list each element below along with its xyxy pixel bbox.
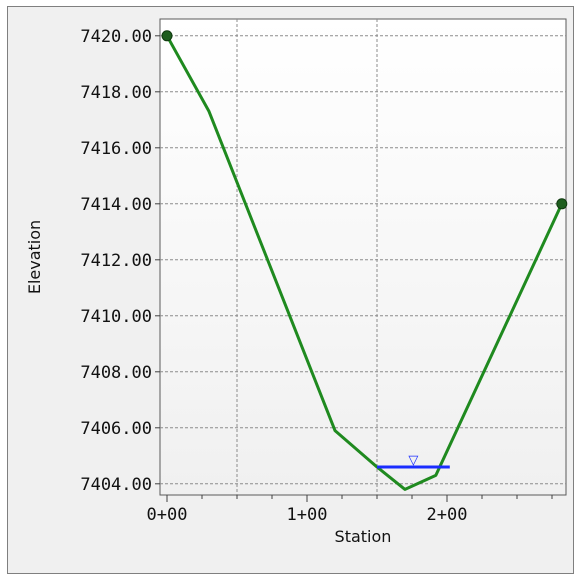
y-tick-label: 7410.00 (80, 307, 152, 327)
y-tick-label: 7414.00 (80, 195, 152, 215)
y-tick-label: 7418.00 (80, 83, 152, 103)
y-tick-label: 7406.00 (80, 419, 152, 439)
tick-labels: 7404.00 7406.00 7408.00 7410.00 7412.00 7414.… (80, 27, 467, 525)
end-point-marker (556, 198, 568, 210)
series-layer: ▽ (161, 30, 568, 491)
chart-frame: ▽ 7404.00 7406.00 7408.00 7410.00 7412.00 741… (7, 6, 574, 574)
cross-section-chart: ▽ 7404.00 7406.00 7408.00 7410.00 7412.00 741… (25, 18, 568, 546)
x-tick-label: 0+00 (147, 505, 188, 525)
water-surface-icon: ▽ (408, 453, 418, 468)
y-tick-label: 7408.00 (80, 363, 152, 383)
x-axis-title: Station (335, 527, 392, 546)
grid-lines (160, 19, 566, 495)
y-tick-label: 7416.00 (80, 139, 152, 159)
y-tick-label: 7412.00 (80, 251, 152, 271)
y-axis-title: Elevation (25, 220, 44, 294)
end-point-marker (161, 30, 173, 42)
axes (155, 35, 553, 502)
x-tick-label: 1+00 (287, 505, 328, 525)
y-tick-label: 7404.00 (80, 475, 152, 495)
y-tick-label: 7420.00 (80, 27, 152, 47)
x-tick-label: 2+00 (427, 505, 468, 525)
plot-area (159, 18, 567, 496)
